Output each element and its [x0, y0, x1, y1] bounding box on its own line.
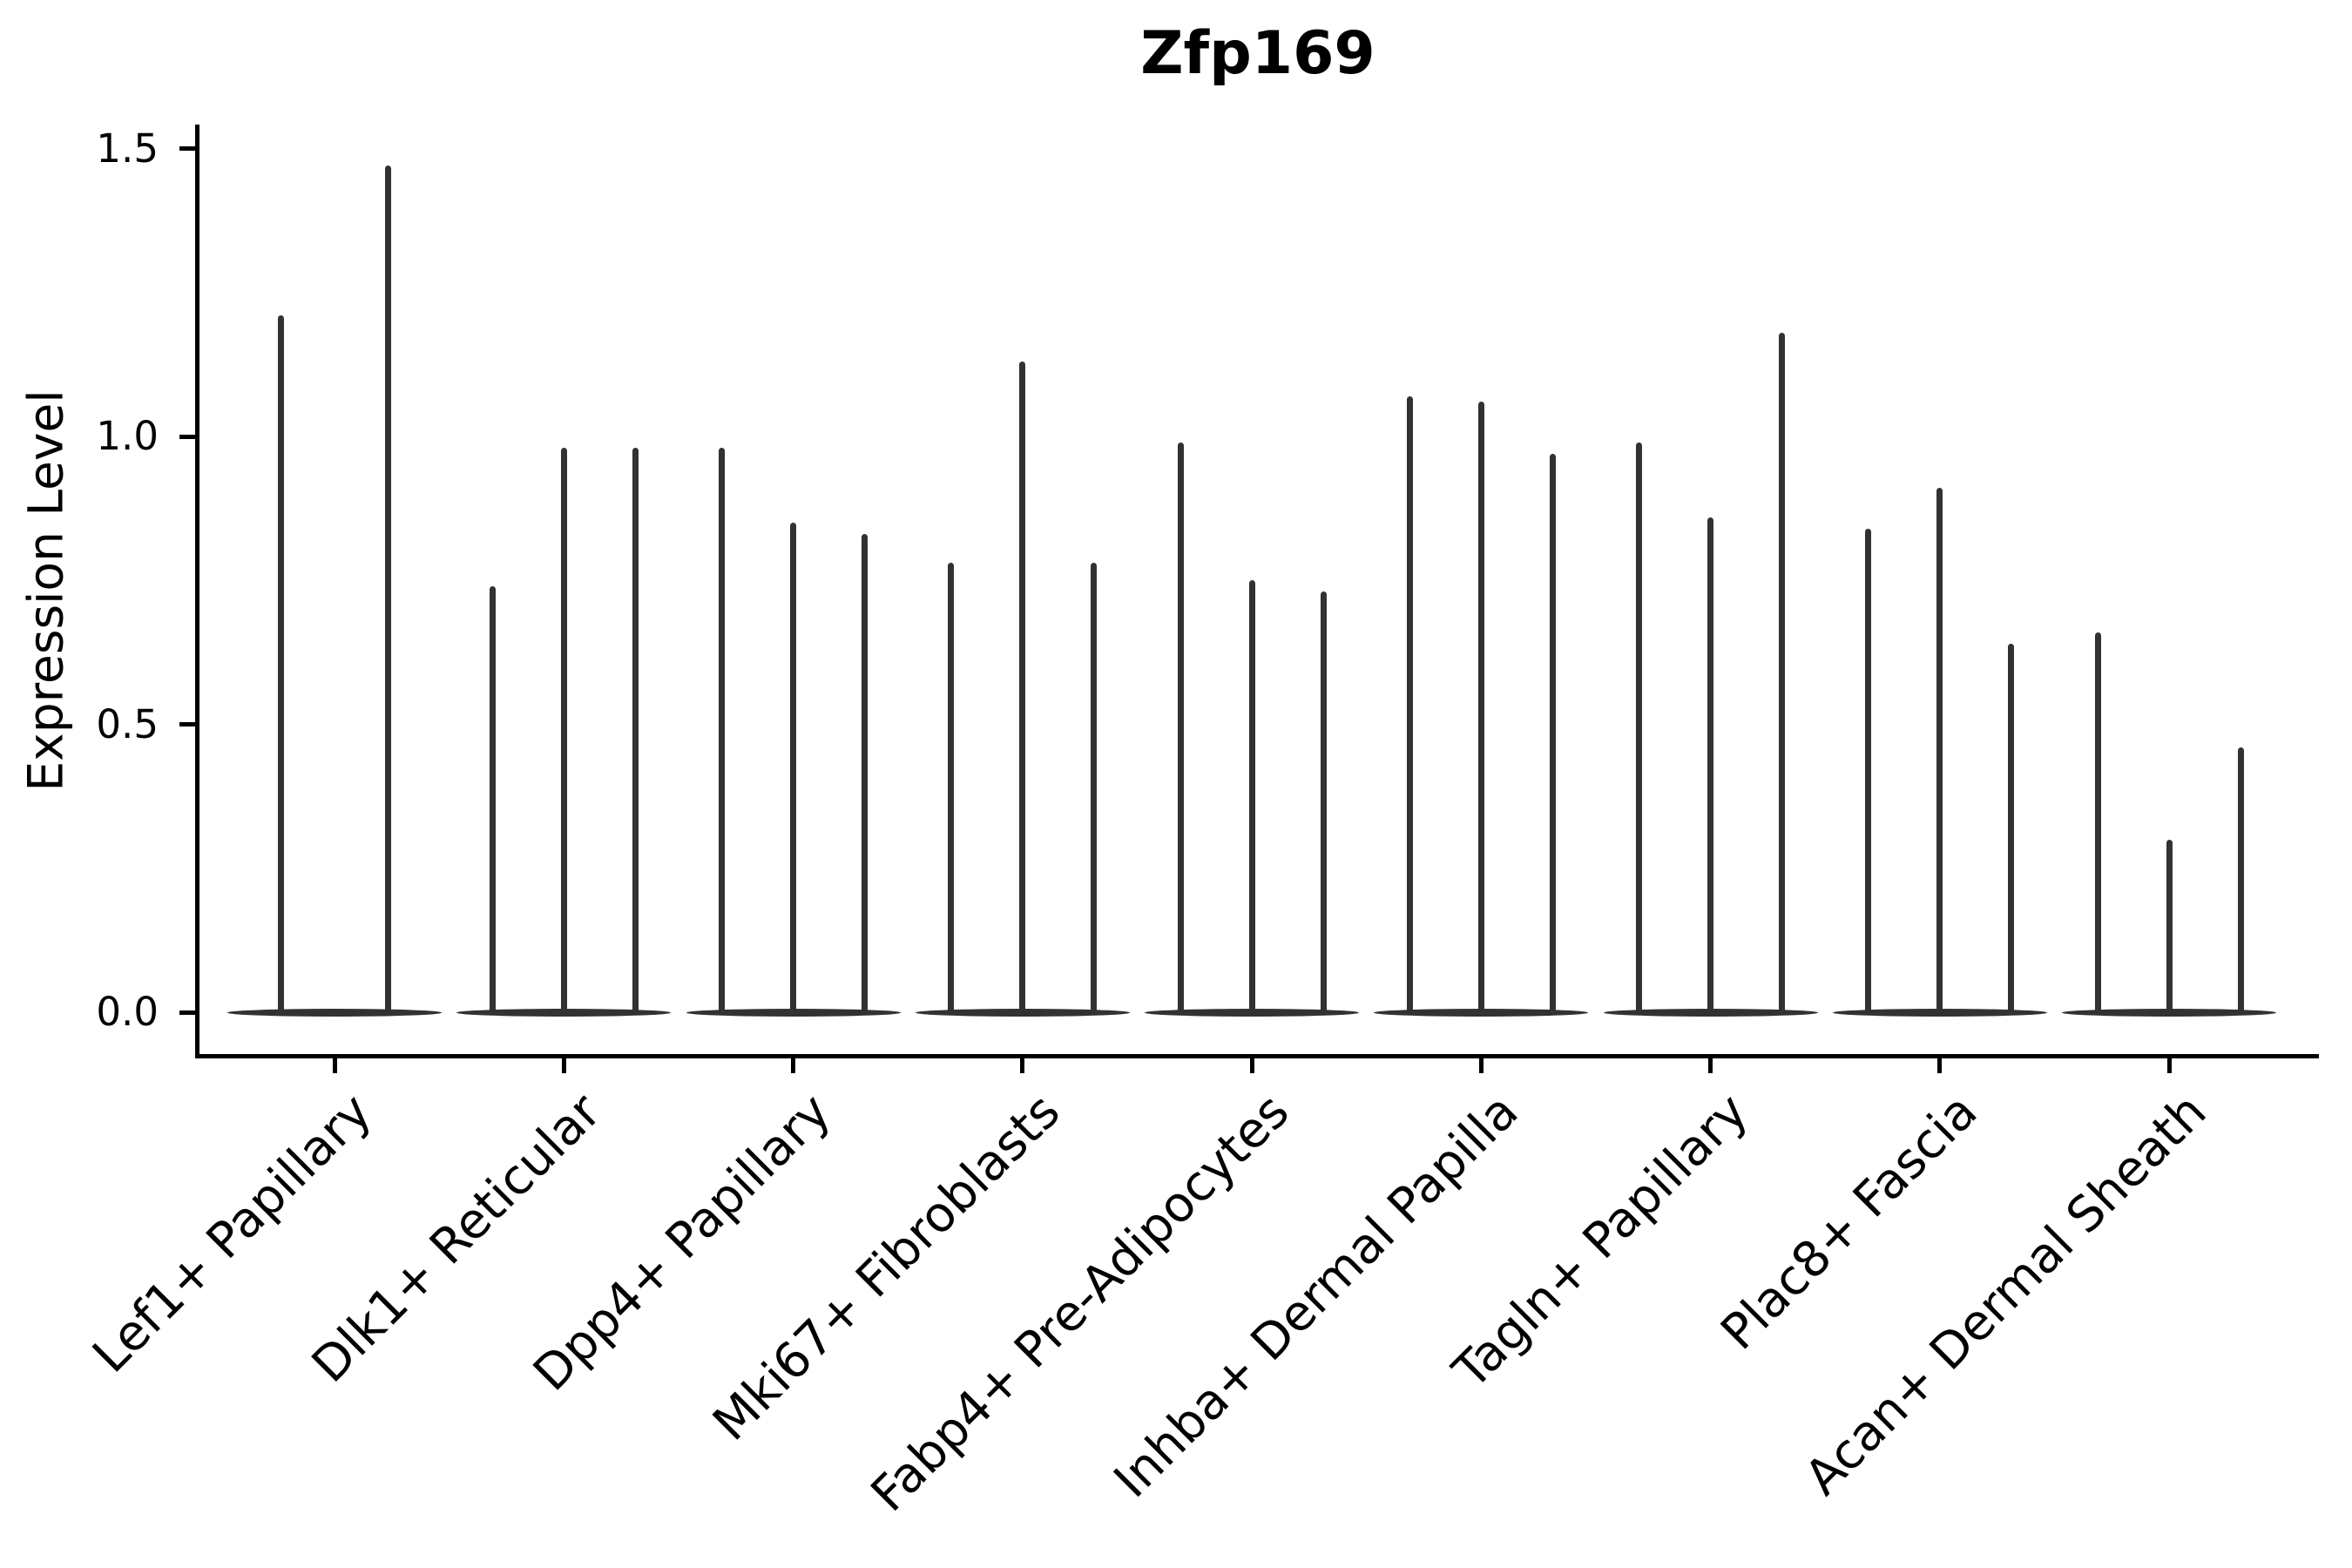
violin-base	[686, 1008, 901, 1017]
violin-spike	[1091, 563, 1098, 1012]
x-tick-mark	[332, 1058, 337, 1073]
violin-spike	[2094, 632, 2101, 1012]
violin-base	[227, 1008, 442, 1017]
violin-spike	[560, 448, 567, 1012]
x-tick-mark	[561, 1058, 566, 1073]
violin-spike	[1549, 453, 1556, 1012]
y-tick-mark	[179, 434, 195, 439]
y-tick-label: 0.5	[96, 700, 159, 747]
violin-spike	[632, 448, 639, 1012]
violin-base	[2062, 1008, 2276, 1017]
violin-spike	[1779, 333, 1785, 1012]
y-axis-spine	[195, 125, 199, 1058]
violin-spike	[1320, 591, 1327, 1012]
x-tick-mark	[791, 1058, 795, 1073]
violin-spike	[278, 315, 284, 1012]
x-tick-mark	[1249, 1058, 1254, 1073]
violin-spike	[1019, 362, 1026, 1012]
violin-spike	[1248, 580, 1255, 1012]
violin-spike	[489, 585, 496, 1012]
violin-spike	[862, 534, 868, 1012]
violin-spike	[1936, 488, 1943, 1012]
chart-title: Zfp169	[1140, 19, 1375, 88]
violin-base	[1145, 1008, 1359, 1017]
y-tick-mark	[179, 722, 195, 727]
x-axis-spine	[195, 1054, 2319, 1058]
violin-base	[456, 1008, 672, 1017]
violin-spike	[2237, 747, 2244, 1012]
violin-spike	[385, 166, 391, 1012]
x-tick-mark	[1020, 1058, 1025, 1073]
x-tick-mark	[1937, 1058, 1943, 1073]
y-tick-mark	[179, 1010, 195, 1015]
violin-spike	[1477, 402, 1484, 1012]
y-tick-label: 1.5	[96, 125, 159, 172]
violin-spike	[790, 523, 796, 1012]
y-tick-label: 1.0	[96, 413, 159, 459]
violin-spike	[1707, 517, 1713, 1012]
violin-base	[1603, 1008, 1818, 1017]
violin-spike	[1406, 395, 1413, 1012]
x-tick-mark	[1478, 1058, 1484, 1073]
violin-spike	[948, 563, 955, 1012]
violin-spike	[1865, 528, 1872, 1012]
violin-base	[915, 1008, 1130, 1017]
y-tick-mark	[179, 146, 195, 151]
violin-spike	[1636, 442, 1642, 1012]
violin-spike	[2166, 839, 2173, 1012]
x-tick-mark	[1708, 1058, 1713, 1073]
violin-base	[1832, 1008, 2047, 1017]
violin-spike	[719, 448, 725, 1012]
violin-spike	[2008, 643, 2015, 1012]
y-axis-label-holder: Expression Level	[7, 125, 85, 1056]
violin-spike	[1177, 442, 1184, 1012]
y-tick-label: 0.0	[96, 989, 159, 1035]
violin-base	[1374, 1008, 1589, 1017]
x-tick-mark	[2166, 1058, 2172, 1073]
